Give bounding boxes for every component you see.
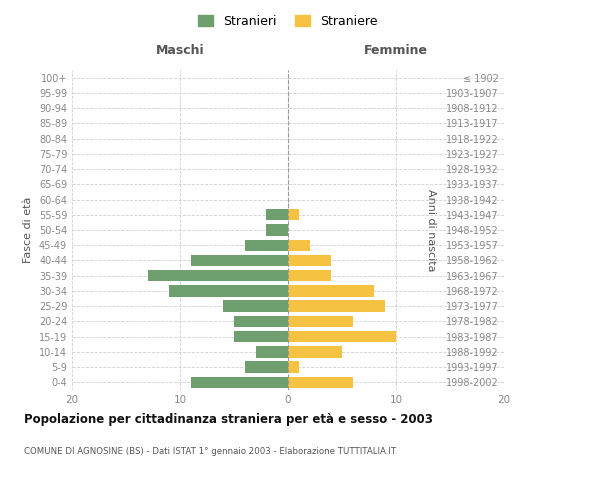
Bar — [288, 376, 353, 388]
Bar — [288, 346, 342, 358]
Bar — [256, 346, 288, 358]
Bar — [266, 209, 288, 220]
Legend: Stranieri, Straniere: Stranieri, Straniere — [194, 11, 382, 32]
Bar — [288, 316, 353, 327]
Text: COMUNE DI AGNOSINE (BS) - Dati ISTAT 1° gennaio 2003 - Elaborazione TUTTITALIA.I: COMUNE DI AGNOSINE (BS) - Dati ISTAT 1° … — [24, 448, 396, 456]
Bar — [266, 224, 288, 235]
Text: Maschi: Maschi — [155, 44, 205, 57]
Bar — [245, 240, 288, 251]
Y-axis label: Anni di nascita: Anni di nascita — [426, 188, 436, 271]
Bar — [245, 362, 288, 373]
Bar — [148, 270, 288, 281]
Bar — [169, 285, 288, 296]
Bar — [288, 209, 299, 220]
Bar — [288, 240, 310, 251]
Bar — [288, 300, 385, 312]
Bar — [191, 376, 288, 388]
Text: Femmine: Femmine — [364, 44, 428, 57]
Bar — [288, 285, 374, 296]
Bar — [288, 362, 299, 373]
Bar — [288, 270, 331, 281]
Bar — [223, 300, 288, 312]
Text: Popolazione per cittadinanza straniera per età e sesso - 2003: Popolazione per cittadinanza straniera p… — [24, 412, 433, 426]
Bar — [234, 316, 288, 327]
Bar — [288, 331, 396, 342]
Bar — [234, 331, 288, 342]
Bar — [288, 255, 331, 266]
Bar — [191, 255, 288, 266]
Y-axis label: Fasce di età: Fasce di età — [23, 197, 33, 263]
